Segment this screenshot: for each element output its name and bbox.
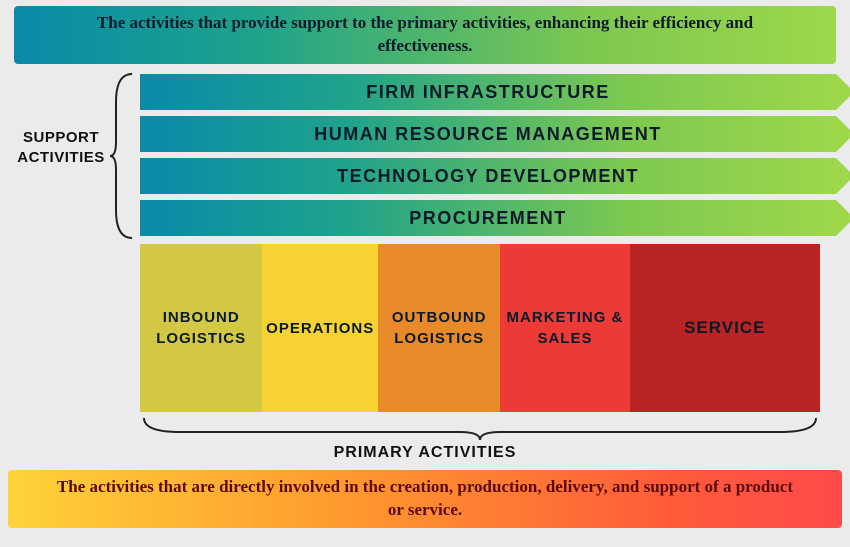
primary-block-label: MARKETING & SALES xyxy=(506,307,623,349)
support-activities-rows: FIRM INFRASTRUCTURE HUMAN RESOURCE MANAG… xyxy=(140,74,836,242)
support-row-label: PROCUREMENT xyxy=(409,208,567,229)
primary-block-label: OPERATIONS xyxy=(266,318,374,339)
support-description-banner: The activities that provide support to t… xyxy=(14,6,836,64)
support-row-hrm: HUMAN RESOURCE MANAGEMENT xyxy=(140,116,836,152)
support-row-label: TECHNOLOGY DEVELOPMENT xyxy=(337,166,639,187)
support-activities-label: SUPPORT ACTIVITIES xyxy=(14,128,108,167)
support-description-text: The activities that provide support to t… xyxy=(64,12,786,58)
primary-block-inbound-logistics: INBOUND LOGISTICS xyxy=(140,244,262,412)
left-brace-icon xyxy=(108,72,136,240)
primary-activities-blocks: INBOUND LOGISTICS OPERATIONS OUTBOUND LO… xyxy=(140,244,820,412)
primary-activities-label: PRIMARY ACTIVITIES xyxy=(0,444,850,462)
primary-block-label: INBOUND LOGISTICS xyxy=(146,307,256,349)
primary-block-label: SERVICE xyxy=(684,316,765,340)
support-row-firm-infrastructure: FIRM INFRASTRUCTURE xyxy=(140,74,836,110)
bottom-brace-icon xyxy=(140,414,820,442)
primary-block-label: OUTBOUND LOGISTICS xyxy=(384,307,494,349)
support-row-label: HUMAN RESOURCE MANAGEMENT xyxy=(314,124,662,145)
support-row-technology: TECHNOLOGY DEVELOPMENT xyxy=(140,158,836,194)
primary-block-marketing-sales: MARKETING & SALES xyxy=(500,244,629,412)
primary-block-service: SERVICE xyxy=(630,244,820,412)
support-row-label: FIRM INFRASTRUCTURE xyxy=(366,82,609,103)
support-row-procurement: PROCUREMENT xyxy=(140,200,836,236)
primary-description-text: The activities that are directly involve… xyxy=(48,476,802,522)
primary-description-banner: The activities that are directly involve… xyxy=(8,470,842,528)
primary-block-outbound-logistics: OUTBOUND LOGISTICS xyxy=(378,244,500,412)
primary-block-operations: OPERATIONS xyxy=(262,244,378,412)
